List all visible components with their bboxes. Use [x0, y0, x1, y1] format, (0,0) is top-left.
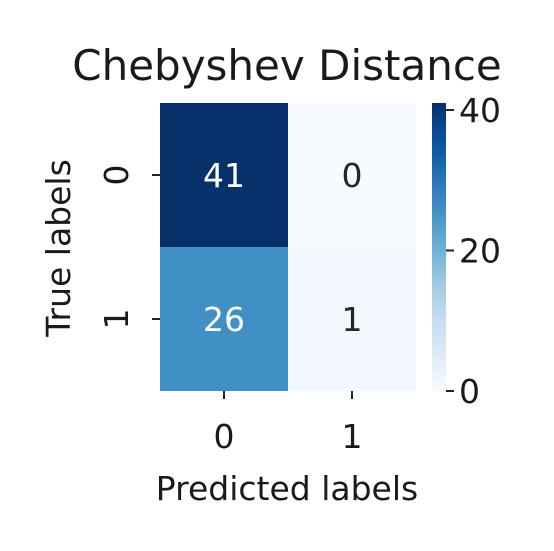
- y-axis-ticks: 01: [97, 165, 160, 330]
- x-tick-label-0: 0: [214, 417, 235, 456]
- colorbar-tick-label-2: 40: [459, 91, 501, 130]
- colorbar-tick-label-1: 20: [459, 232, 501, 271]
- cell-value-label-r1-c1: 1: [342, 300, 363, 339]
- y-tick-label-0: 0: [97, 165, 136, 186]
- y-axis-label: True labels: [39, 159, 78, 338]
- chart-title: Chebyshev Distance: [72, 41, 502, 90]
- x-axis-label: Predicted labels: [156, 469, 418, 508]
- colorbar: [432, 103, 446, 391]
- x-tick-label-1: 1: [342, 417, 363, 456]
- cell-value-label-r0-c0: 41: [203, 156, 245, 195]
- colorbar-ticks: 0 20 40: [446, 91, 501, 411]
- heatmap-cells: 41 0 26 1: [160, 103, 416, 391]
- cell-value-label-r0-c1: 0: [342, 156, 363, 195]
- cell-value-label-r1-c0: 26: [203, 300, 245, 339]
- y-tick-label-1: 1: [97, 309, 136, 330]
- colorbar-tick-label-0: 0: [459, 372, 480, 411]
